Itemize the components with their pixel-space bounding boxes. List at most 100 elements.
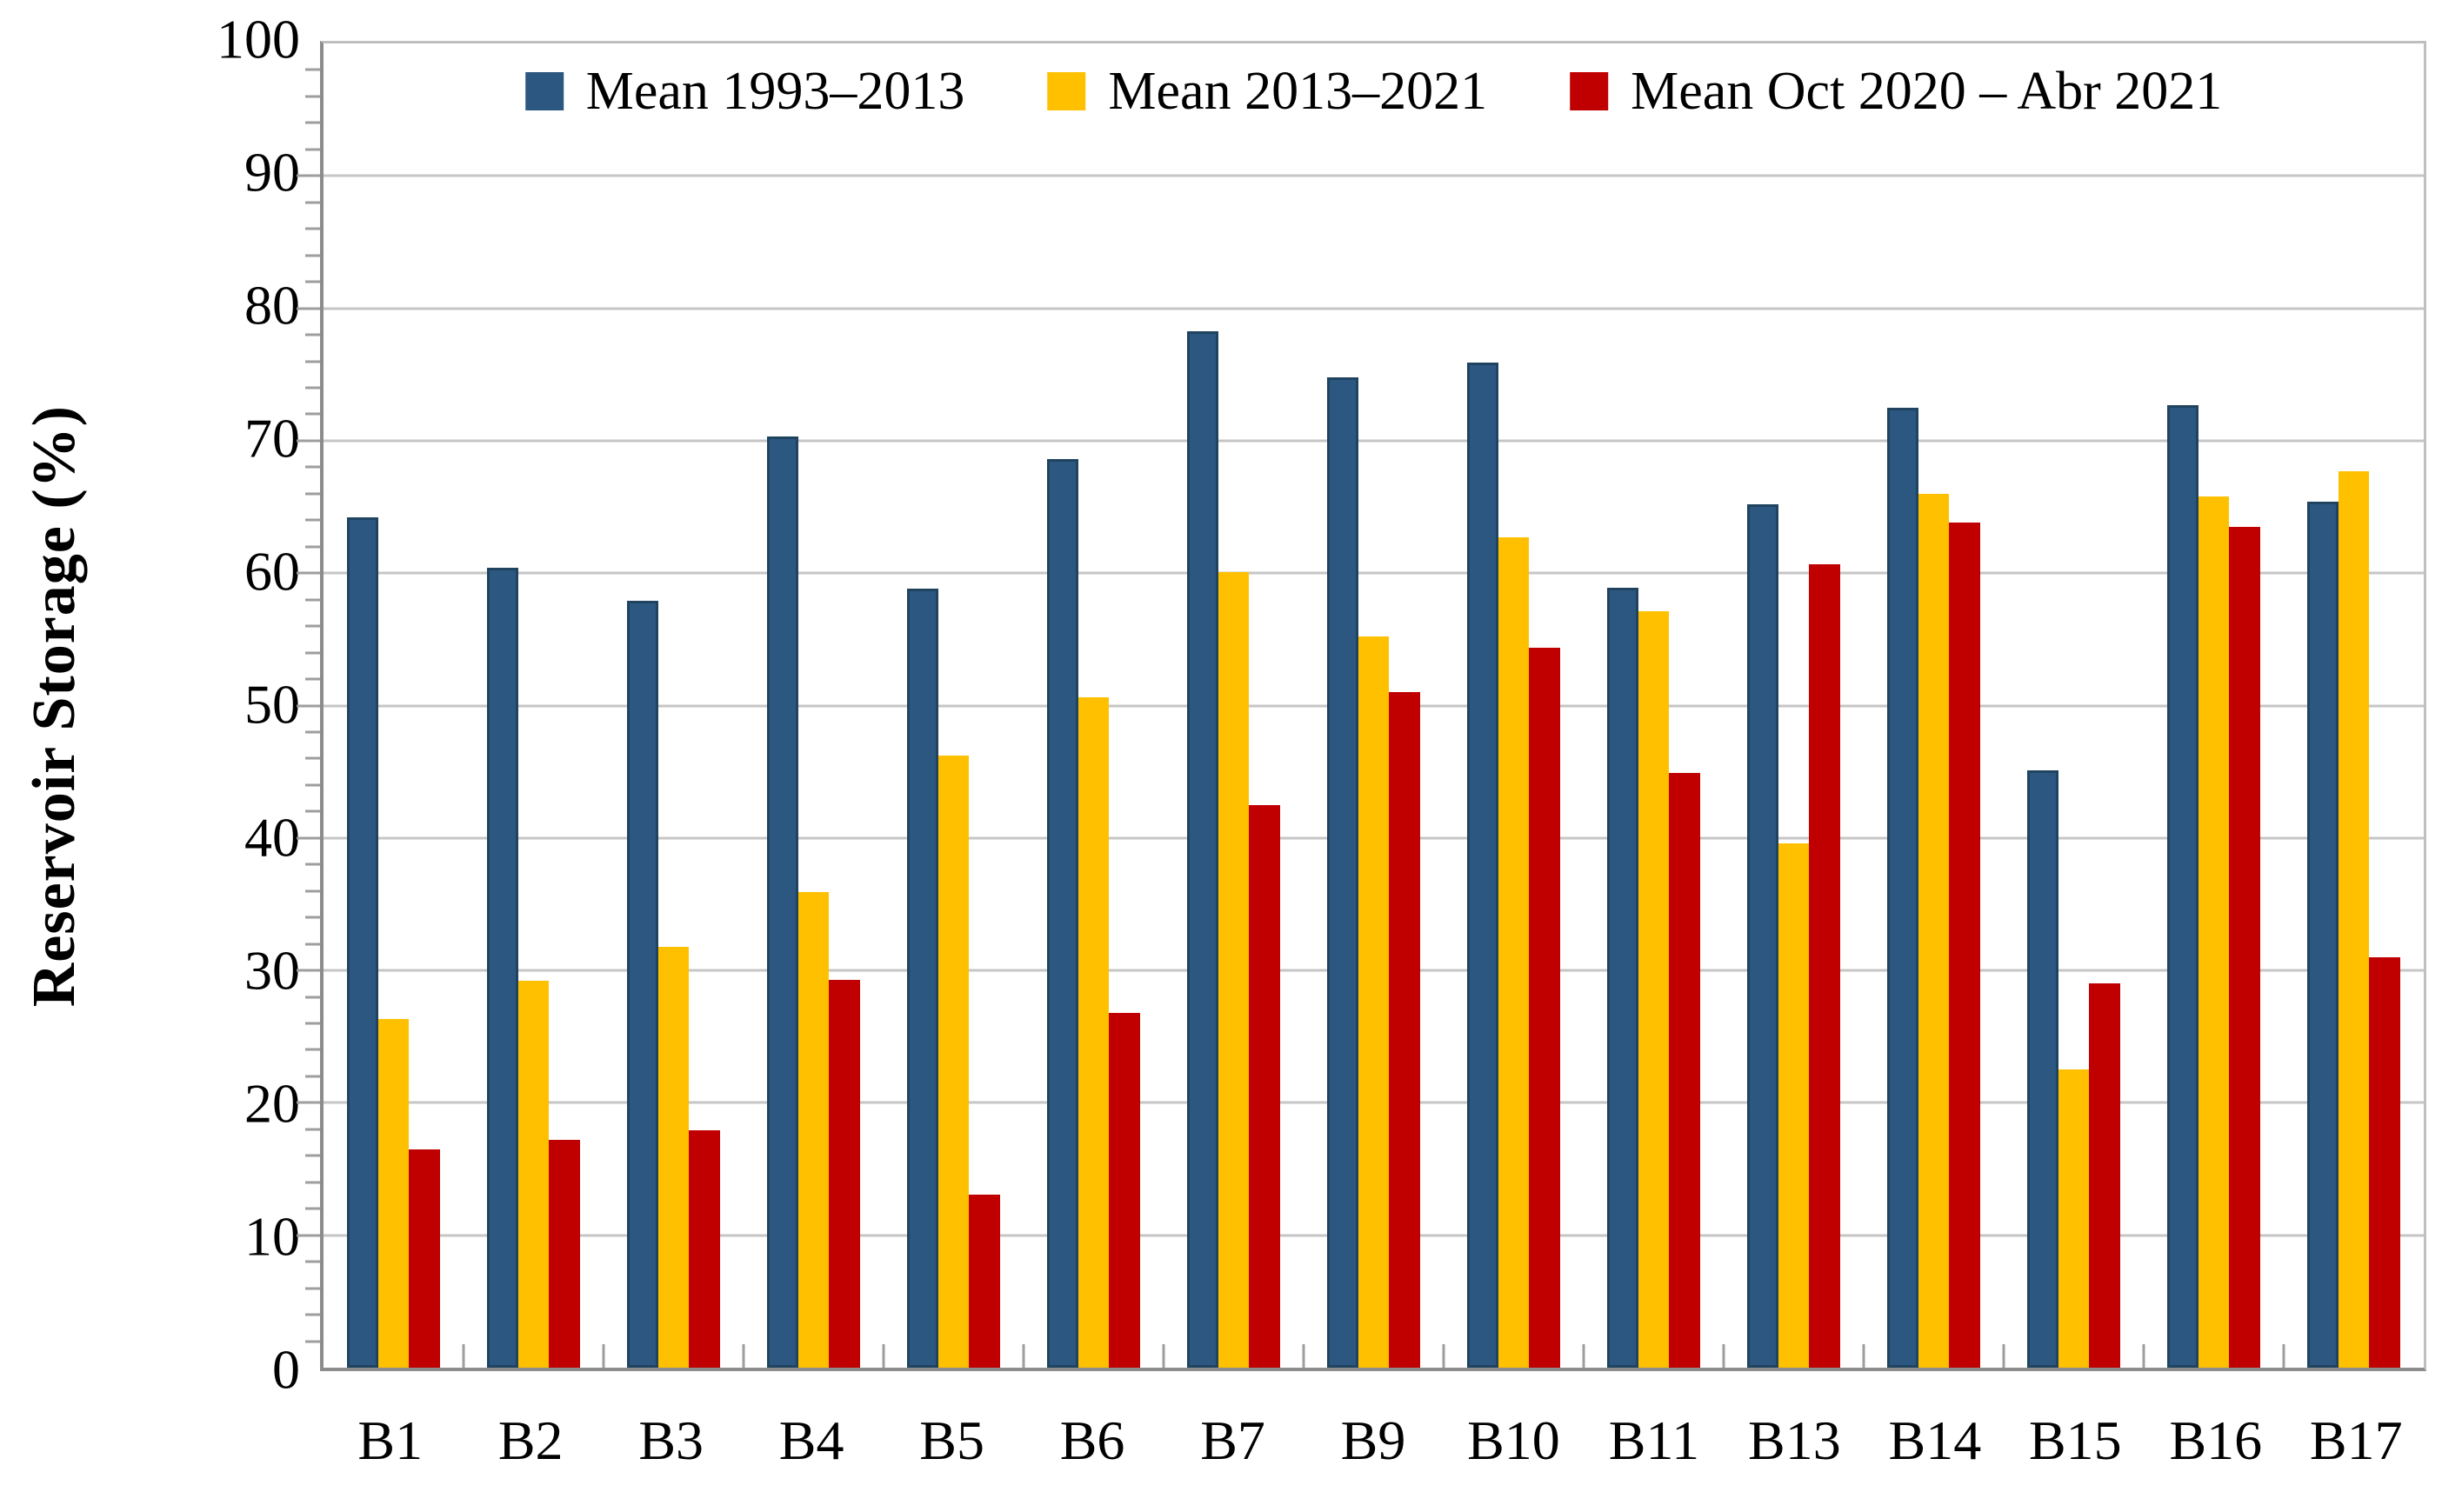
x-axis-tick	[1862, 1344, 1865, 1368]
y-axis-tick-label: 30	[244, 939, 300, 1002]
bar	[767, 436, 798, 1368]
y-axis-tick	[305, 386, 320, 390]
y-axis-tick	[305, 730, 320, 734]
y-axis-tick	[305, 254, 320, 257]
category-group-B13	[1724, 43, 1864, 1368]
y-axis-tick	[305, 624, 320, 628]
y-axis-tick	[305, 518, 320, 522]
bar	[1809, 563, 1840, 1368]
x-axis-category-label: B7	[1200, 1409, 1265, 1471]
x-axis-category-label: B5	[919, 1409, 984, 1471]
y-axis-tick	[297, 969, 320, 972]
y-axis-tick-label: 50	[244, 673, 300, 736]
y-axis-tick	[297, 439, 320, 443]
bar	[1047, 459, 1078, 1368]
legend-label: Mean 2013–2021	[1108, 62, 1488, 121]
bar	[1467, 363, 1498, 1368]
y-axis-tick	[305, 1022, 320, 1025]
x-axis-category-label: B16	[2169, 1409, 2263, 1471]
bar	[347, 517, 378, 1368]
y-axis-tick	[305, 465, 320, 469]
y-axis-tick-label: 20	[244, 1072, 300, 1135]
y-axis-tick	[305, 545, 320, 549]
y-axis-tick-label: 100	[217, 8, 300, 70]
legend: Mean 1993–2013 Mean 2013–2021 Mean Oct 202…	[524, 62, 2222, 121]
y-axis-tick-label: 40	[244, 806, 300, 869]
x-axis-tick	[742, 1344, 745, 1368]
y-axis-tick	[305, 756, 320, 760]
x-axis-tick	[1302, 1344, 1305, 1368]
gridline	[324, 174, 2424, 177]
y-axis-tick	[305, 1260, 320, 1263]
gridline	[324, 307, 2424, 310]
category-group-B5	[884, 43, 1024, 1368]
plot-area: Mean 1993–2013 Mean 2013–2021 Mean Oct 202…	[297, 41, 2426, 1371]
bar	[1607, 587, 1638, 1368]
category-group-B6	[1024, 43, 1164, 1368]
bar	[1887, 407, 1918, 1368]
legend-label: Mean 1993–2013	[585, 62, 965, 121]
category-group-B10	[1444, 43, 1584, 1368]
category-group-B4	[744, 43, 884, 1368]
y-axis-tick	[305, 809, 320, 813]
y-axis-tick	[305, 1128, 320, 1131]
category-group-B17	[2284, 43, 2424, 1368]
y-axis-tick	[305, 492, 320, 496]
gridline	[324, 571, 2424, 575]
bar	[2089, 983, 2120, 1368]
y-axis-tick	[297, 704, 320, 707]
bar	[1327, 376, 1358, 1368]
bar	[2229, 526, 2260, 1368]
y-axis-tick	[305, 1154, 320, 1157]
x-axis-category-label: B10	[1467, 1409, 1560, 1471]
bar	[1109, 1012, 1140, 1368]
bar	[1249, 804, 1280, 1368]
bar	[549, 1140, 580, 1368]
x-axis-tick	[602, 1344, 605, 1368]
bar	[1498, 537, 1530, 1368]
y-axis-tick	[305, 201, 320, 204]
bar	[409, 1149, 440, 1368]
bar	[1669, 773, 1700, 1368]
x-axis-tick	[2282, 1344, 2285, 1368]
y-axis-tick-label: 10	[244, 1205, 300, 1268]
bar	[1358, 636, 1390, 1368]
y-axis-tick	[305, 1313, 320, 1316]
y-axis-tick	[305, 148, 320, 151]
x-axis-tick	[2142, 1344, 2145, 1368]
bar	[2369, 956, 2400, 1368]
bar	[1949, 523, 1980, 1368]
bar	[1529, 647, 1560, 1368]
bar	[517, 981, 550, 1368]
x-axis-category-label: B9	[1340, 1409, 1406, 1471]
bar	[797, 892, 830, 1368]
y-axis-tick	[297, 1101, 320, 1104]
category-group-B1	[324, 43, 464, 1368]
bar	[1389, 692, 1420, 1368]
category-group-B2	[464, 43, 604, 1368]
y-axis-tick-label: 70	[244, 407, 300, 470]
category-group-B14	[1864, 43, 2004, 1368]
y-axis-tick	[305, 68, 320, 71]
y-axis-tick	[297, 1234, 320, 1237]
y-axis-tick	[305, 863, 320, 866]
bar	[2058, 1069, 2090, 1368]
x-axis-tick	[1162, 1344, 1165, 1368]
y-axis-tick	[305, 943, 320, 946]
x-axis-category-label: B11	[1608, 1409, 1700, 1471]
bar	[657, 946, 690, 1368]
x-axis-tick	[1022, 1344, 1025, 1368]
x-axis-category-label: B17	[2309, 1409, 2403, 1471]
y-axis-tick	[305, 95, 320, 98]
bar	[937, 756, 970, 1368]
bar	[1638, 611, 1670, 1368]
gridline	[324, 439, 2424, 443]
y-axis-tick	[305, 598, 320, 602]
category-group-B7	[1164, 43, 1304, 1368]
x-axis-category-label: B1	[357, 1409, 424, 1471]
bar	[969, 1194, 1000, 1368]
y-axis-tick-label: 0	[272, 1338, 300, 1401]
y-axis-tick-labels: 0 10 20 30 40 50 60 70 80 90 100	[87, 11, 300, 1397]
legend-item: Mean 1993–2013	[524, 62, 965, 121]
